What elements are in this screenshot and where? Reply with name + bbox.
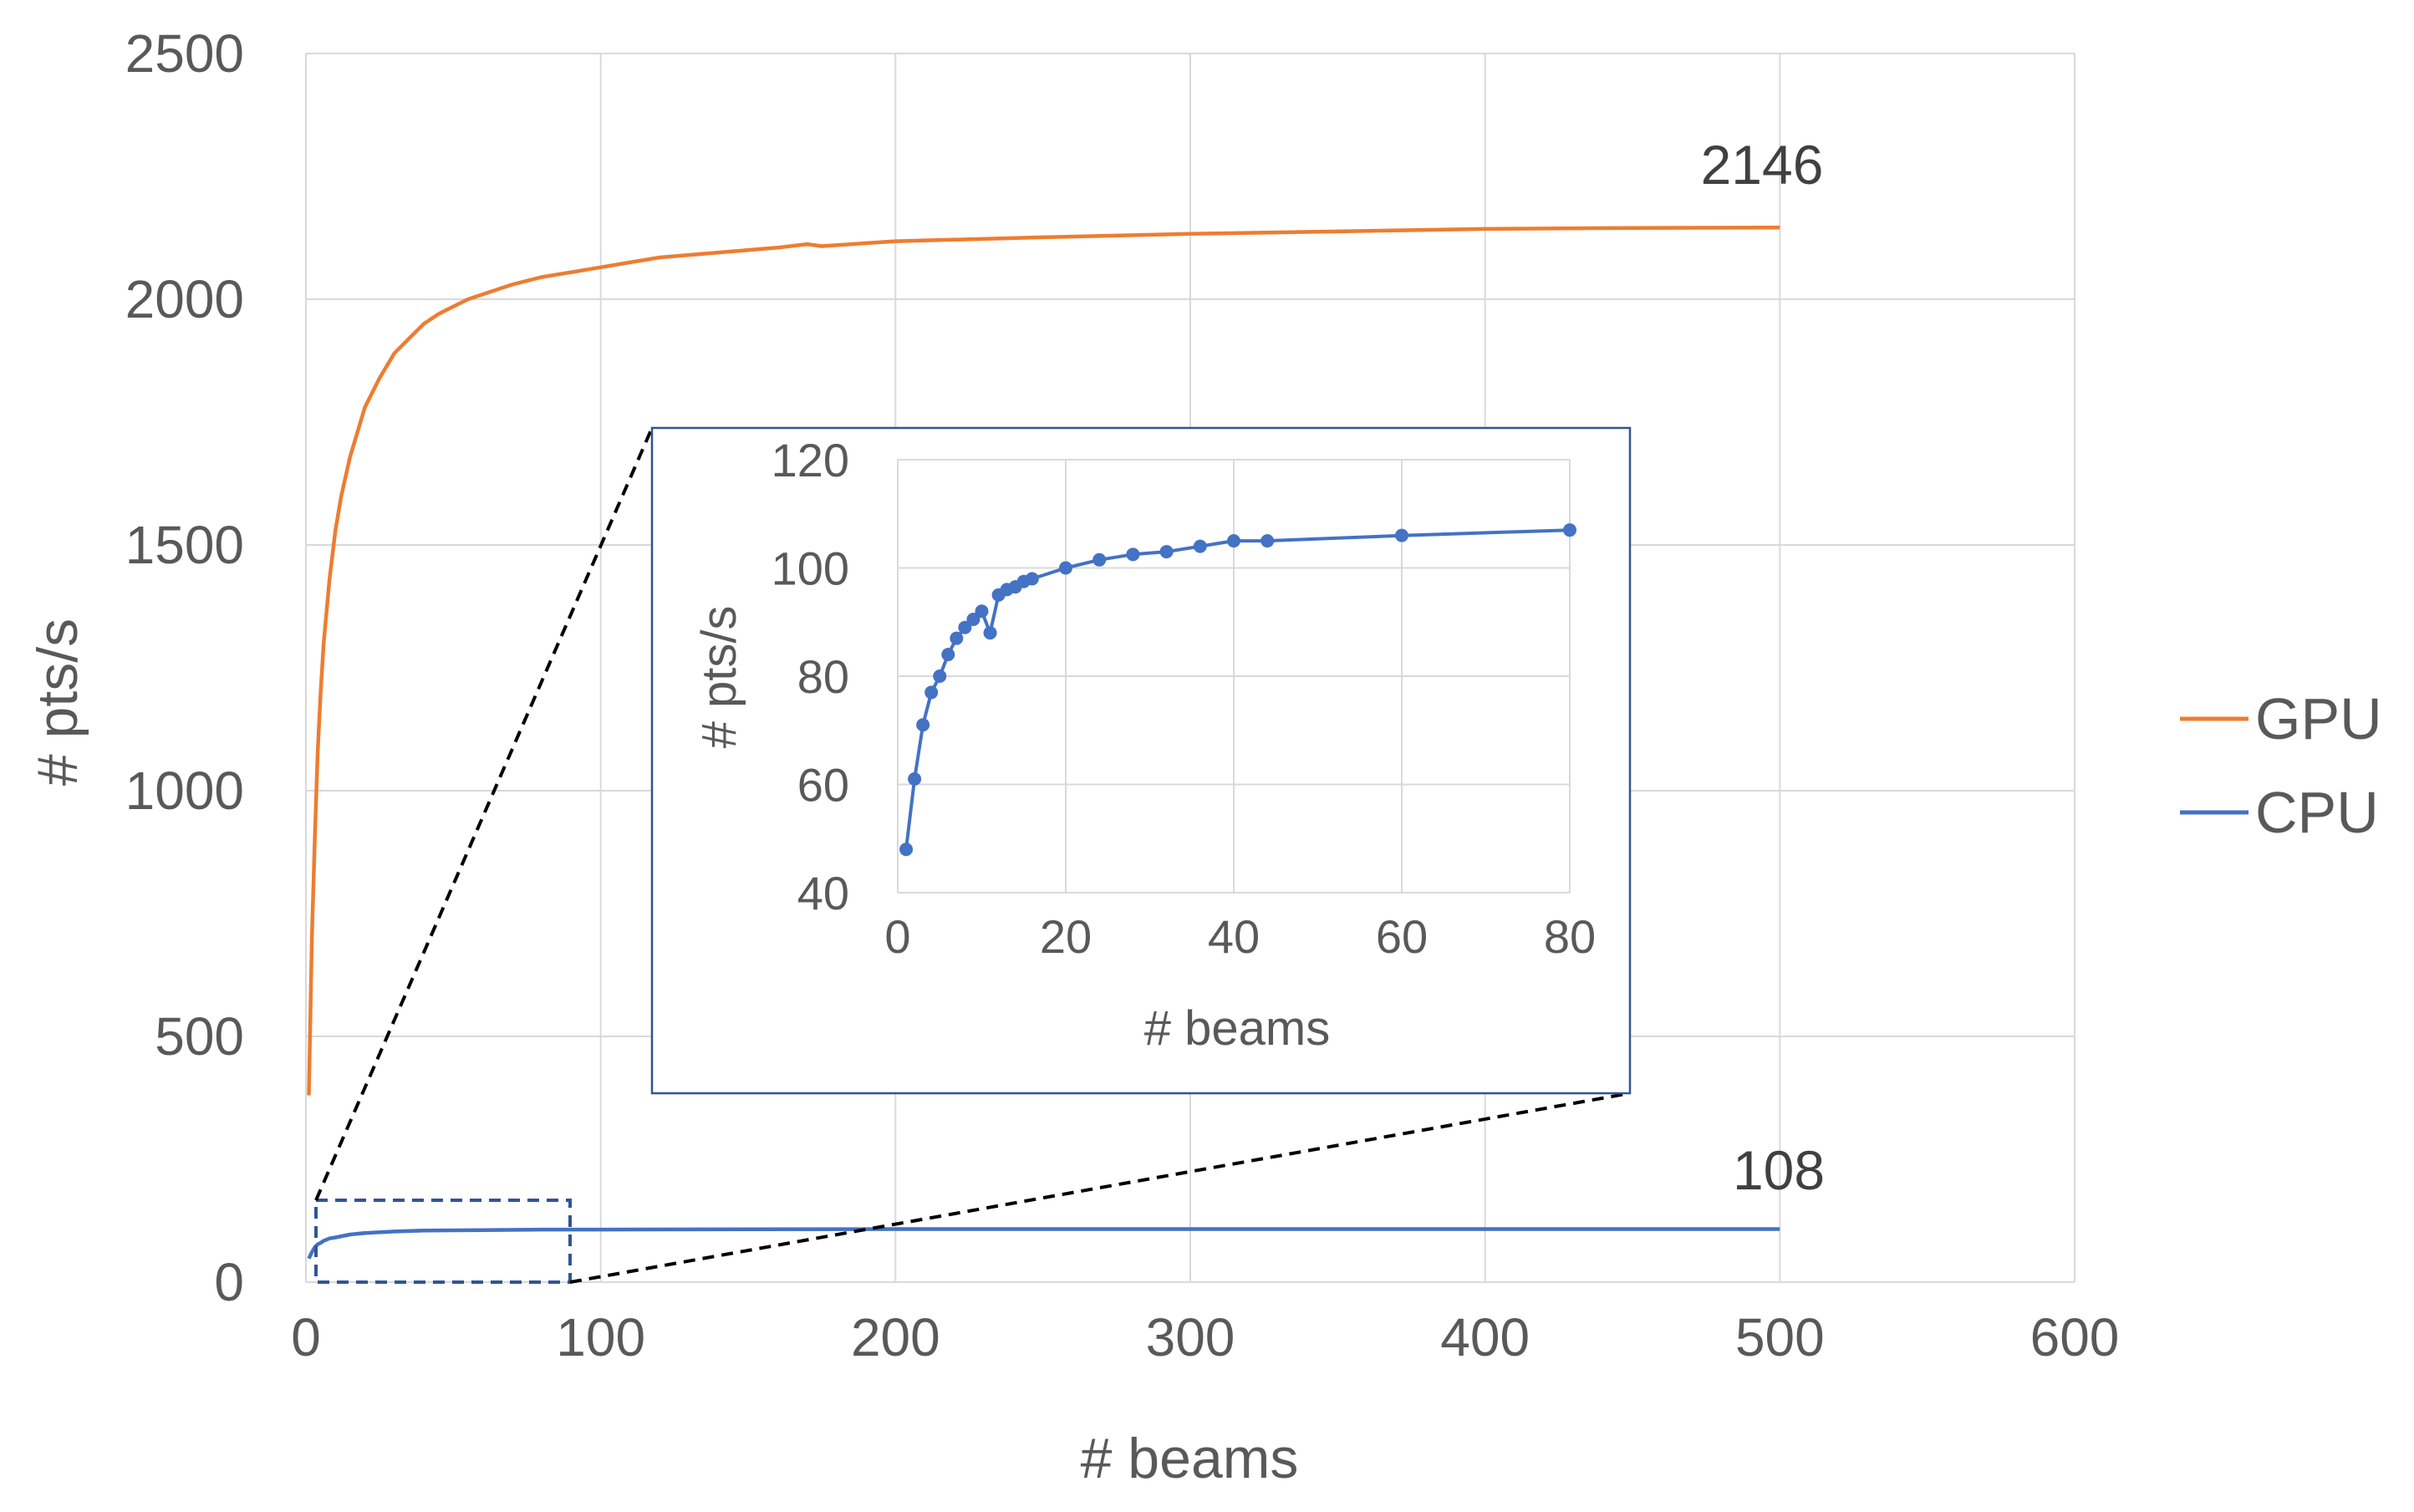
inset-data-point <box>941 648 955 662</box>
main-y-tick-label: 2500 <box>125 23 244 84</box>
inset-panel <box>650 426 1632 1095</box>
zoom-connector-bottom <box>569 1092 1631 1284</box>
inset-y-tick-label: 100 <box>772 542 849 595</box>
inset-data-point <box>924 685 939 700</box>
inset-data-point <box>1563 523 1576 537</box>
inset-y-tick-label: 40 <box>797 867 849 919</box>
main-y-tick-label: 0 <box>214 1252 244 1312</box>
inset-x-tick-label: 60 <box>1376 910 1428 963</box>
main-series-cpu-line <box>307 1227 1780 1260</box>
inset-data-point <box>950 631 964 645</box>
legend: GPU CPU <box>2180 686 2382 845</box>
main-x-tick-labels: 0 100 200 300 400 500 600 <box>291 1307 2119 1367</box>
legend-cpu-label: CPU <box>2255 780 2379 845</box>
main-gridlines <box>305 53 2075 1283</box>
inset-data-point <box>1092 552 1107 567</box>
inset-data-point <box>933 669 947 683</box>
inset-y-tick-label: 80 <box>797 650 849 703</box>
main-x-tick-label: 100 <box>556 1307 645 1367</box>
main-y-tick-label: 500 <box>155 1006 244 1067</box>
main-y-axis-title: # pts/s <box>26 619 89 786</box>
main-x-axis-title: # beams <box>1081 1427 1299 1490</box>
inset-data-point <box>1126 547 1140 562</box>
main-x-tick-label: 500 <box>1735 1307 1825 1367</box>
inset-data-point <box>983 626 997 640</box>
inset-data-point <box>1025 572 1039 586</box>
inset-y-tick-labels: 40 60 80 100 120 <box>772 434 849 919</box>
inset-data-point <box>899 843 914 857</box>
inset-x-tick-label: 80 <box>1544 910 1596 963</box>
inset-y-tick-label: 120 <box>772 434 849 486</box>
inset-chart: 40 60 80 100 120 0 20 40 60 80 # beams # pts/s <box>650 426 1632 1095</box>
inset-data-point <box>916 718 930 732</box>
inset-data-point <box>1059 561 1072 575</box>
inset-series <box>899 523 1576 857</box>
inset-data-point <box>1227 534 1240 548</box>
main-series-lines <box>307 225 1780 1260</box>
inset-data-point <box>958 620 972 634</box>
inset-data-point <box>1395 528 1408 542</box>
inset-data-point <box>1260 534 1275 548</box>
inset-y-axis-title: # pts/s <box>692 606 746 749</box>
inset-data-point <box>975 604 989 619</box>
inset-x-tick-label: 0 <box>884 910 910 963</box>
main-series-gpu-line <box>307 225 1780 1096</box>
main-x-tick-label: 300 <box>1146 1307 1235 1367</box>
zoom-connector-top <box>314 427 654 1201</box>
cpu-end-label: 108 <box>1733 1139 1825 1201</box>
inset-data-point <box>908 772 922 787</box>
main-y-tick-labels: 0 500 1000 1500 2000 2500 <box>125 23 244 1312</box>
zoom-region-box <box>314 1199 572 1284</box>
inset-x-axis-title: # beams <box>1144 1001 1330 1056</box>
gpu-end-label: 2146 <box>1701 134 1824 196</box>
main-y-tick-label: 1000 <box>125 761 244 821</box>
main-x-tick-label: 200 <box>851 1307 940 1367</box>
main-x-tick-label: 600 <box>2030 1307 2120 1367</box>
inset-y-tick-label: 60 <box>797 759 849 812</box>
inset-data-point <box>966 613 980 627</box>
inset-x-tick-label: 20 <box>1040 910 1092 963</box>
inset-data-point <box>1193 539 1207 553</box>
main-x-tick-label: 400 <box>1440 1307 1530 1367</box>
inset-x-tick-labels: 0 20 40 60 80 <box>884 910 1596 963</box>
legend-gpu-label: GPU <box>2255 686 2382 751</box>
main-x-tick-label: 0 <box>291 1307 321 1367</box>
main-y-tick-label: 2000 <box>125 269 244 329</box>
inset-x-tick-label: 40 <box>1208 910 1260 963</box>
inset-data-point <box>1159 545 1174 559</box>
main-y-tick-label: 1500 <box>125 515 244 575</box>
